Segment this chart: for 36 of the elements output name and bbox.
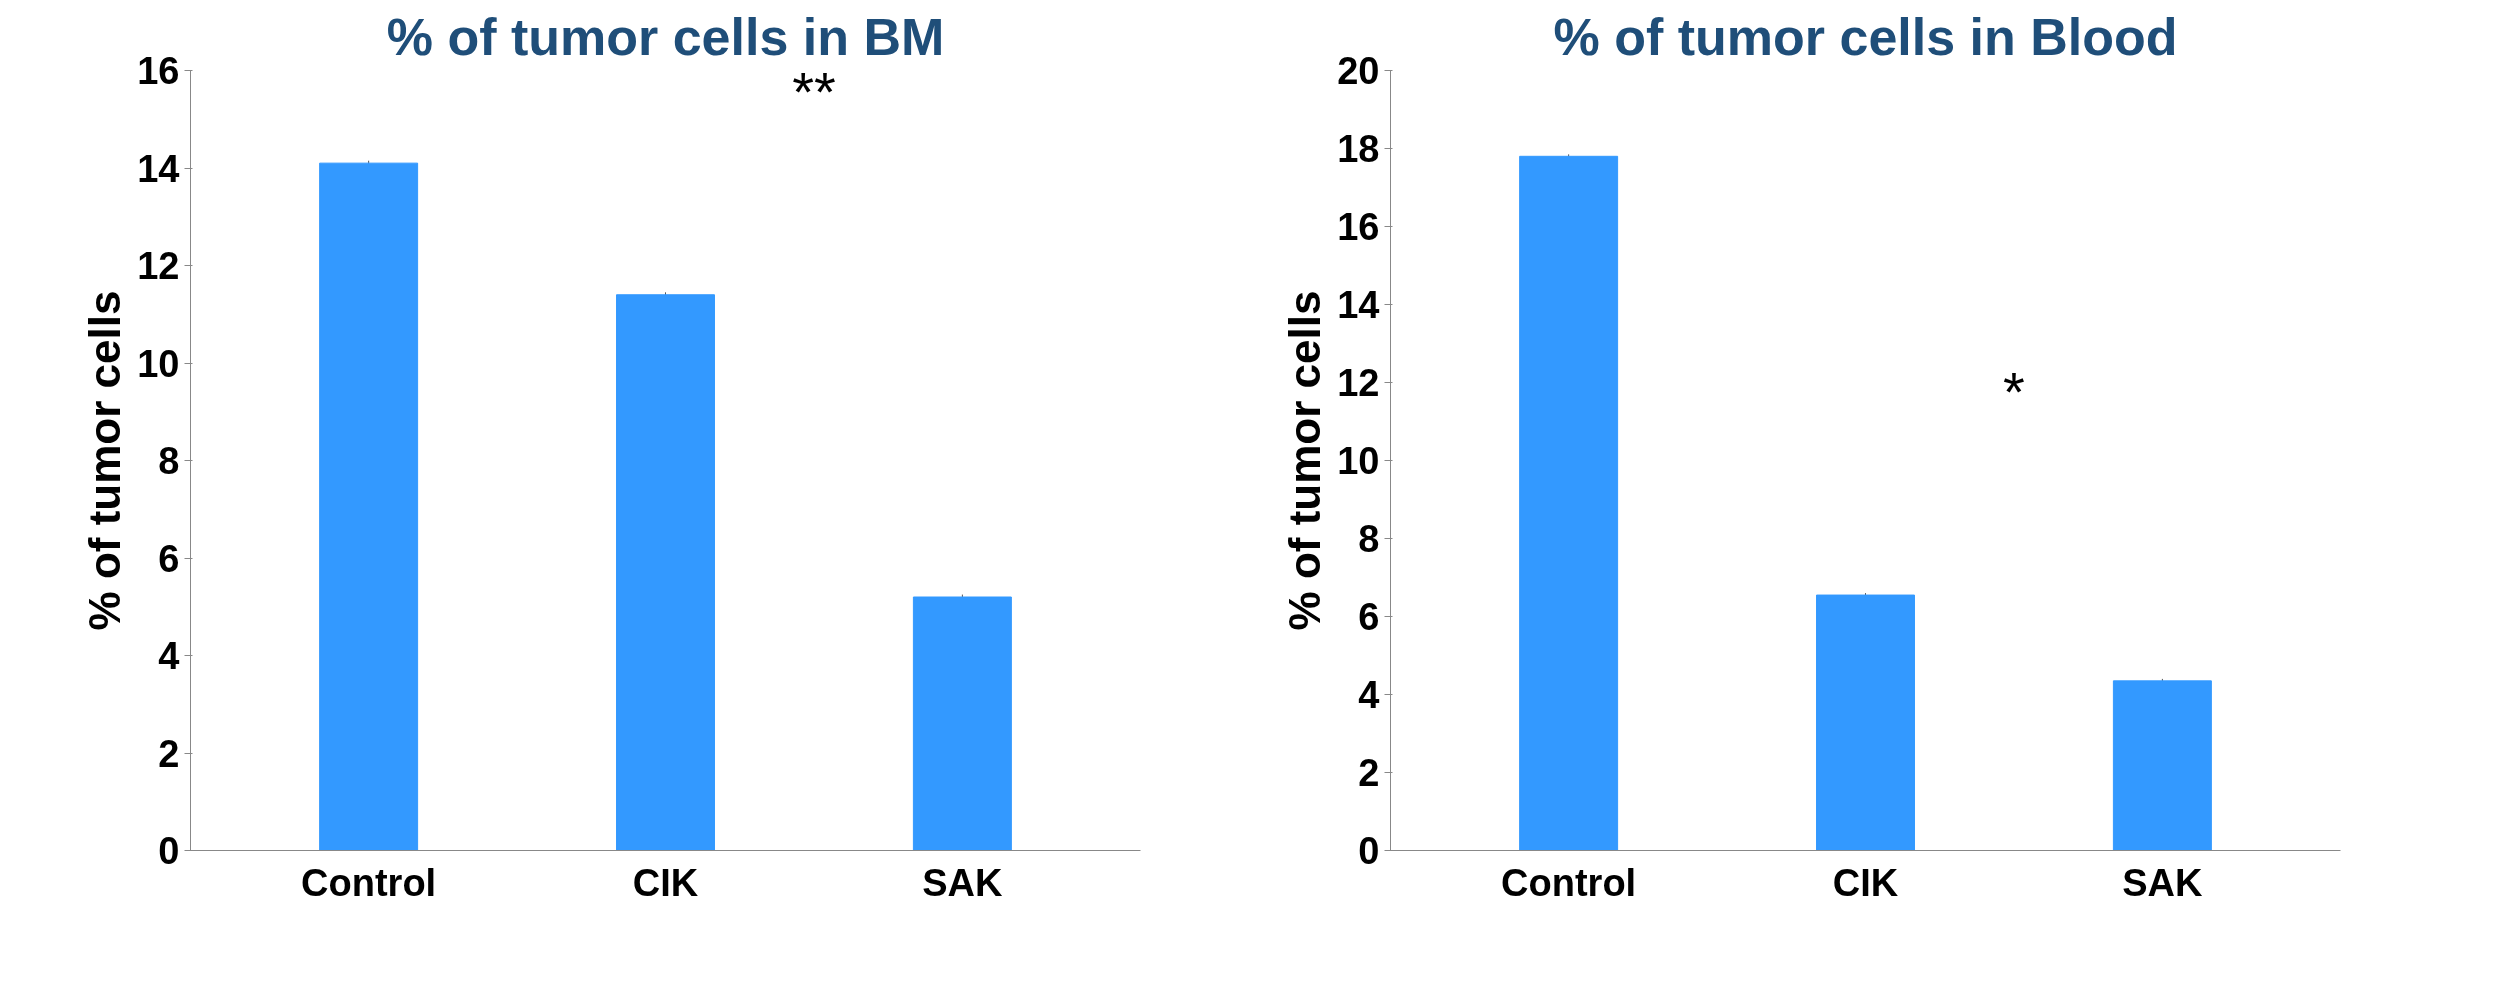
x-tick-label: Control — [301, 861, 437, 904]
bar — [1816, 594, 1915, 851]
x-tick-label: CIK — [632, 861, 699, 904]
y-tick-label: 4 — [158, 635, 180, 677]
y-tick-label: 18 — [1337, 128, 1380, 170]
y-tick-label: 12 — [137, 245, 180, 287]
y-tick-label: 2 — [1358, 752, 1380, 794]
x-tick-label: SAK — [2122, 861, 2204, 904]
y-axis-title: % of tumor cells — [1280, 290, 1330, 631]
y-tick-label: 6 — [1358, 596, 1380, 638]
y-tick-label: 16 — [137, 50, 180, 92]
y-tick-label: 10 — [1337, 440, 1380, 482]
y-tick-label: 4 — [1358, 674, 1380, 716]
y-tick-label: 16 — [1337, 206, 1380, 248]
y-tick-label: 12 — [1337, 362, 1380, 404]
bar — [1519, 155, 1619, 851]
y-tick-label: 10 — [137, 342, 180, 385]
bar — [912, 596, 1012, 851]
bar — [616, 294, 715, 851]
y-tick-label: 6 — [158, 537, 180, 580]
y-tick-label: 8 — [158, 440, 180, 482]
x-tick-label: Control — [1501, 861, 1637, 904]
y-axis-title: % of tumor cells — [80, 290, 130, 631]
annotation: * — [2003, 360, 2025, 424]
y-tick-label: 14 — [137, 147, 180, 190]
y-tick-label: 2 — [158, 732, 180, 775]
bar — [319, 162, 419, 851]
x-tick-label: CIK — [1832, 861, 1899, 904]
y-tick-label: 8 — [1358, 518, 1380, 560]
y-tick-label: 0 — [1358, 830, 1380, 872]
x-tick-label: SAK — [922, 861, 1004, 904]
chart-title: % of tumor cells in Blood — [1553, 7, 2178, 66]
bar — [2112, 680, 2212, 851]
y-tick-label: 20 — [1337, 50, 1380, 92]
y-tick-label: 14 — [1337, 284, 1380, 326]
y-tick-label: 0 — [158, 830, 180, 872]
